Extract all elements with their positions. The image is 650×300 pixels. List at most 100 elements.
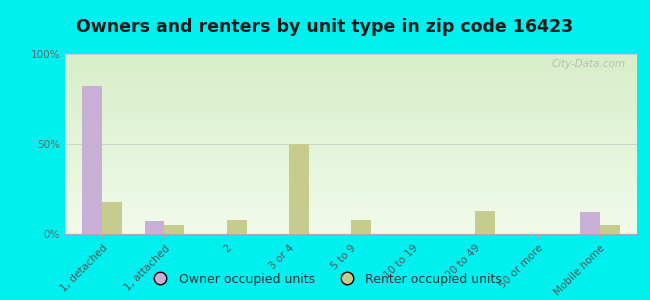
- Bar: [65, 147, 637, 148]
- Bar: [65, 72, 637, 73]
- Bar: [65, 183, 637, 184]
- Bar: [65, 164, 637, 165]
- Bar: [65, 159, 637, 160]
- Bar: [65, 167, 637, 168]
- Bar: [65, 155, 637, 156]
- Bar: [65, 70, 637, 71]
- Bar: [65, 214, 637, 215]
- Bar: [65, 75, 637, 76]
- Bar: [65, 105, 637, 106]
- Bar: [65, 128, 637, 129]
- Bar: [65, 58, 637, 59]
- Bar: [65, 178, 637, 179]
- Bar: [475, 211, 495, 234]
- Bar: [65, 59, 637, 60]
- Bar: [65, 113, 637, 114]
- Bar: [65, 201, 637, 202]
- Bar: [65, 120, 637, 121]
- Bar: [65, 79, 637, 80]
- Bar: [65, 151, 637, 152]
- Bar: [65, 66, 637, 67]
- Bar: [65, 54, 637, 55]
- Bar: [65, 212, 637, 213]
- Bar: [65, 140, 637, 141]
- Bar: [65, 161, 637, 162]
- Bar: [65, 165, 637, 166]
- Bar: [65, 60, 637, 61]
- Bar: [65, 145, 637, 146]
- Bar: [65, 157, 637, 158]
- Bar: [65, 210, 637, 211]
- Bar: [65, 96, 637, 97]
- Bar: [65, 205, 637, 206]
- Bar: [65, 203, 637, 204]
- Bar: [65, 125, 637, 126]
- Bar: [65, 110, 637, 111]
- Bar: [65, 184, 637, 185]
- Bar: [65, 186, 637, 187]
- Bar: [65, 127, 637, 128]
- Bar: [65, 144, 637, 145]
- Bar: [83, 86, 102, 234]
- Bar: [65, 221, 637, 222]
- Bar: [65, 192, 637, 193]
- Bar: [65, 135, 637, 136]
- Bar: [65, 95, 637, 96]
- Bar: [65, 196, 637, 197]
- Bar: [65, 69, 637, 70]
- Bar: [65, 65, 637, 66]
- Bar: [65, 100, 637, 101]
- Bar: [65, 200, 637, 201]
- Bar: [65, 171, 637, 172]
- Bar: [65, 232, 637, 233]
- Bar: [65, 180, 637, 181]
- Bar: [65, 229, 637, 230]
- Bar: [65, 124, 637, 125]
- Bar: [65, 176, 637, 177]
- Bar: [65, 209, 637, 210]
- Bar: [65, 55, 637, 56]
- Bar: [65, 156, 637, 157]
- Bar: [65, 149, 637, 150]
- Bar: [65, 122, 637, 123]
- Bar: [65, 217, 637, 218]
- Bar: [65, 170, 637, 171]
- Bar: [65, 64, 637, 65]
- Bar: [65, 132, 637, 133]
- Bar: [65, 208, 637, 209]
- Bar: [65, 86, 637, 87]
- Bar: [65, 173, 637, 174]
- Bar: [65, 187, 637, 188]
- Bar: [65, 198, 637, 199]
- Bar: [65, 220, 637, 221]
- Bar: [65, 73, 637, 74]
- Bar: [65, 172, 637, 173]
- Bar: [65, 81, 637, 82]
- Bar: [65, 116, 637, 117]
- Bar: [65, 224, 637, 225]
- Bar: [65, 174, 637, 175]
- Bar: [65, 226, 637, 227]
- Bar: [65, 99, 637, 100]
- Bar: [351, 220, 371, 234]
- Bar: [65, 182, 637, 183]
- Text: Owners and renters by unit type in zip code 16423: Owners and renters by unit type in zip c…: [77, 18, 573, 36]
- Bar: [65, 179, 637, 180]
- Bar: [65, 87, 637, 88]
- Bar: [65, 126, 637, 127]
- Bar: [65, 57, 637, 58]
- Bar: [65, 152, 637, 153]
- Bar: [65, 98, 637, 99]
- Bar: [65, 119, 637, 120]
- Bar: [65, 213, 637, 214]
- Bar: [65, 204, 637, 205]
- Bar: [65, 56, 637, 57]
- Bar: [65, 158, 637, 159]
- Bar: [65, 207, 637, 208]
- Bar: [65, 168, 637, 169]
- Bar: [65, 206, 637, 207]
- Bar: [65, 61, 637, 62]
- Bar: [65, 84, 637, 85]
- Bar: [65, 129, 637, 130]
- Bar: [65, 74, 637, 75]
